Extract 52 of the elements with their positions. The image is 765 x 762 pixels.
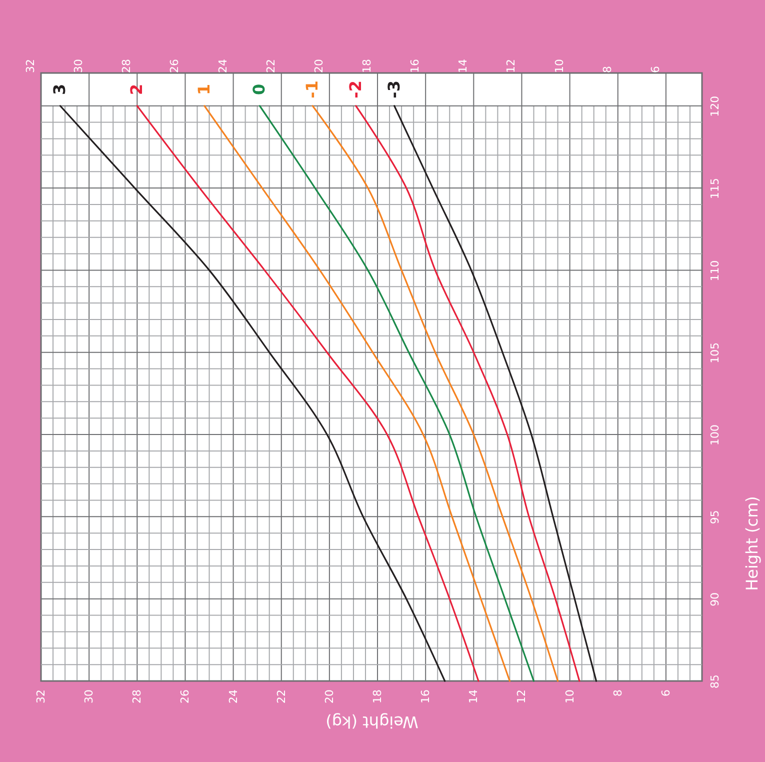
text: 1 xyxy=(194,84,214,96)
x2-tick-label: 12 xyxy=(504,59,518,73)
y-tick-label: 100 xyxy=(708,424,722,446)
line-series xyxy=(394,105,598,682)
x2-tick-label: 24 xyxy=(216,59,230,73)
x-tick-label: 28 xyxy=(130,690,144,704)
x-tick-label: 24 xyxy=(226,690,240,704)
y-tick-label: 105 xyxy=(708,342,722,364)
x-tick-label: 8 xyxy=(611,690,624,696)
x2-tick-label: 16 xyxy=(408,59,422,73)
y-tick-label: 85 xyxy=(708,674,722,688)
y-tick-label: 90 xyxy=(708,592,722,606)
x2-tick-label: 22 xyxy=(264,59,278,73)
text: -1 xyxy=(302,80,322,98)
x-tick-label: 18 xyxy=(371,690,384,704)
text: -3 xyxy=(384,80,404,98)
x2-tick-label: 30 xyxy=(72,59,86,73)
x2-tick-label: 10 xyxy=(552,59,566,73)
text: 2 xyxy=(127,84,146,96)
x2-tick-label: 8 xyxy=(600,66,614,73)
x2-tick-label: 18 xyxy=(360,59,374,73)
y-tick-label: 95 xyxy=(708,510,722,524)
line-series xyxy=(59,105,446,682)
line-series xyxy=(312,105,559,682)
y-tick-label: 120 xyxy=(708,96,722,117)
x-tick-label: 20 xyxy=(322,690,336,704)
x-tick-label: 6 xyxy=(659,690,672,696)
x-tick-label: 32 xyxy=(34,690,48,704)
x-tick-label: 12 xyxy=(515,690,528,704)
line-series xyxy=(136,105,480,682)
x-tick-label: 16 xyxy=(419,690,432,704)
line-series xyxy=(355,105,580,682)
line-series xyxy=(204,105,511,682)
x-tick-label: 14 xyxy=(467,690,480,704)
x2-tick-label: 6 xyxy=(648,66,662,73)
x-tick-label: 10 xyxy=(563,690,576,704)
line-series xyxy=(258,105,535,682)
x2-tick-label: 32 xyxy=(24,59,37,73)
x-tick-label: 26 xyxy=(178,690,192,704)
y-axis-title: Height (cm) xyxy=(742,496,762,591)
text: -2 xyxy=(346,80,365,98)
text: 0 xyxy=(250,84,269,96)
x2-tick-label: 26 xyxy=(168,59,182,73)
text: 3 xyxy=(50,84,70,96)
x-tick-label: 30 xyxy=(82,690,96,704)
x2-tick-label: 20 xyxy=(312,59,326,73)
x2-tick-label: 14 xyxy=(456,59,470,73)
y-tick-label: 110 xyxy=(708,260,722,282)
x-tick-label: 22 xyxy=(274,690,288,704)
x-axis-title: Weight (kg) xyxy=(326,712,418,732)
x2-tick-label: 28 xyxy=(120,59,134,73)
y-tick-label: 115 xyxy=(708,178,722,200)
